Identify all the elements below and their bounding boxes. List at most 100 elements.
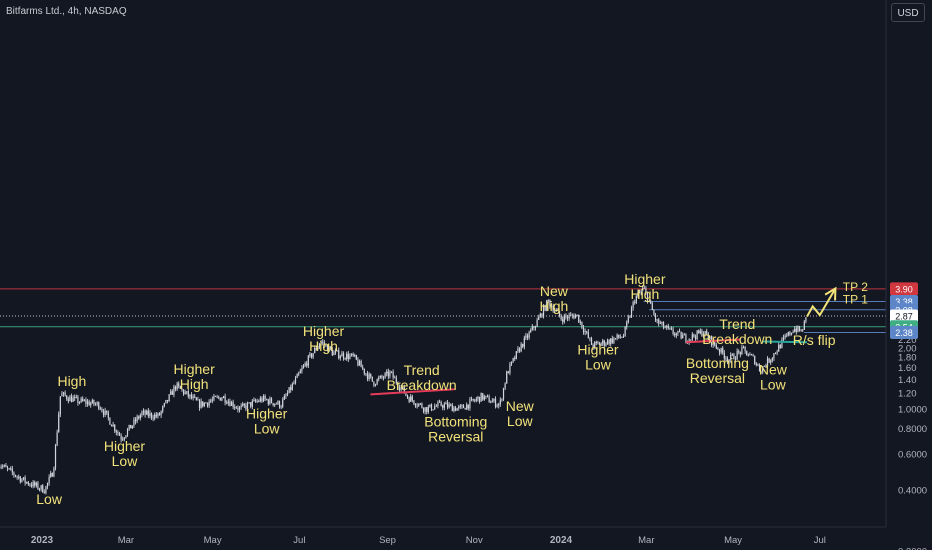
candle-body [24, 477, 26, 483]
candle-body [48, 476, 50, 483]
candle-body [706, 330, 708, 335]
candle-body [219, 397, 221, 401]
candle-body [504, 383, 506, 389]
candle-body [102, 411, 105, 415]
time-tick-label: Mar [118, 535, 134, 546]
candle-body [139, 415, 141, 419]
candle-body [619, 337, 621, 338]
candle-body [458, 406, 460, 409]
candle-body [387, 371, 389, 377]
candle-body [485, 395, 487, 397]
candle-body [667, 325, 669, 328]
candle-body [30, 484, 33, 487]
candle-body [299, 370, 301, 374]
candle-body [211, 399, 213, 401]
price-tag-text: 3.38 [895, 297, 913, 307]
annotation-label: Bottoming Reversal [424, 414, 487, 445]
projection-arrowhead [824, 286, 837, 301]
candle-body [590, 338, 593, 345]
candle-body [336, 350, 338, 352]
candle-body [293, 382, 295, 384]
candle-body [544, 305, 546, 311]
candle-body [635, 295, 637, 303]
annotation-line: New [506, 398, 535, 414]
candle-body [523, 337, 525, 347]
candle-body [123, 437, 125, 440]
candle-body [440, 401, 442, 406]
candle-body [40, 485, 42, 489]
candle-body [363, 368, 365, 374]
trend-lines [370, 338, 808, 396]
candle-body [720, 347, 722, 353]
candle-body [221, 398, 223, 401]
candle-body [317, 346, 319, 350]
price-tag-3.90 [890, 282, 918, 296]
candle-body [386, 371, 388, 374]
candle-body [318, 344, 321, 347]
candle-body [694, 336, 697, 339]
candle-body [571, 314, 573, 316]
candle-body [434, 406, 436, 410]
symbol-title: Bitfarms Ltd., 4h, NASDAQ [6, 6, 127, 17]
candle-body [643, 287, 645, 289]
candle-body [78, 402, 81, 403]
candle-body [651, 303, 653, 311]
annotation-line: Low [585, 357, 612, 373]
candle-body [330, 346, 332, 350]
candle-body [222, 396, 225, 399]
candle-body [674, 333, 676, 336]
candle-body [230, 402, 233, 406]
candle-body [744, 346, 746, 351]
candle-body [232, 402, 234, 407]
candle-body [658, 319, 660, 324]
candle-body [275, 403, 277, 405]
candle-body [298, 373, 300, 375]
candle-body [749, 354, 751, 356]
price-tick-label: 0.4000 [898, 485, 927, 496]
candle-body [704, 330, 706, 335]
price-tick-label: 1.0000 [898, 405, 927, 416]
candle-body [435, 406, 437, 407]
price-tick-label: 0.2000 [898, 546, 927, 550]
candle-body [578, 314, 580, 323]
candle-body [717, 348, 719, 350]
candle-body [765, 365, 767, 367]
candle-body [149, 413, 151, 416]
candle-body [195, 397, 197, 401]
candle-body [136, 416, 138, 422]
candle-body [768, 358, 770, 363]
candle-body [618, 334, 620, 338]
candle-body [69, 396, 71, 402]
candle-body [107, 412, 109, 418]
candle-body [520, 343, 522, 352]
currency-button[interactable]: USD [891, 3, 925, 22]
candle-body [597, 342, 599, 344]
annotation-line: New [759, 361, 788, 377]
candle-body [325, 345, 327, 346]
annotation-label: TP 2 [843, 280, 868, 294]
candle-body [642, 287, 644, 291]
candle-body [214, 396, 217, 397]
candle-body [50, 473, 52, 477]
candle-body [421, 403, 423, 408]
annotation-label: R/s flip [793, 332, 836, 348]
candle-body [602, 340, 604, 344]
candle-body [381, 375, 383, 378]
candle-body [206, 402, 209, 406]
candle-body [645, 288, 647, 293]
candle-body [366, 373, 369, 380]
candle-body [546, 300, 548, 311]
candle-body [322, 341, 324, 343]
candle-body [184, 392, 186, 394]
candle-body [563, 315, 565, 322]
annotation-line: Trend [404, 362, 440, 378]
candle-body [445, 402, 447, 405]
candle-body [315, 347, 317, 350]
candle-body [688, 339, 690, 343]
candle-body [282, 399, 284, 407]
price-tick-label: 2.00 [898, 343, 917, 354]
candle-body [778, 344, 780, 352]
